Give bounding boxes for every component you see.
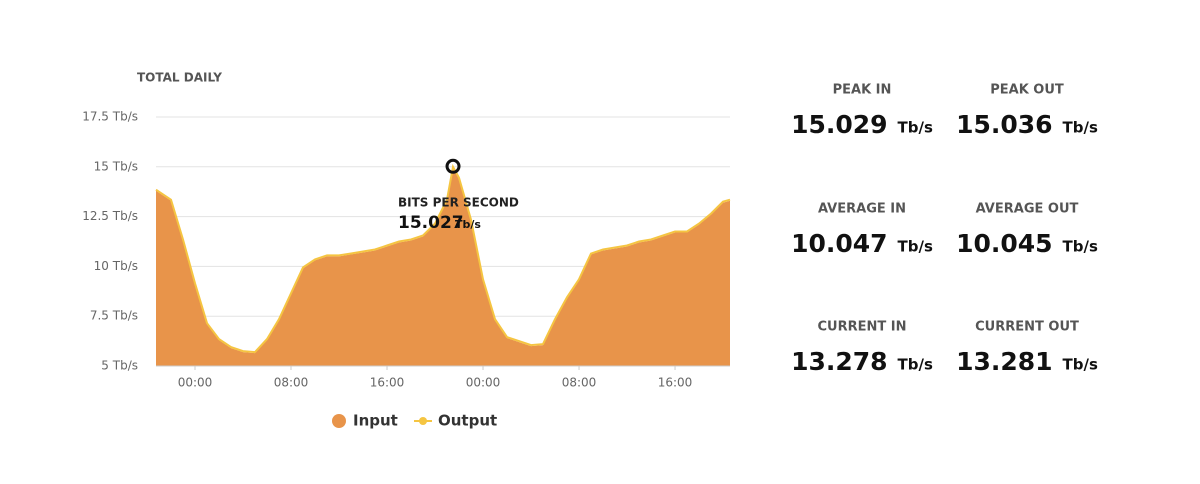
stat-value: 13.278 bbox=[791, 347, 887, 376]
y-tick-label: 5 Tb/s bbox=[101, 359, 138, 373]
stat-unit: Tb/s bbox=[898, 238, 933, 256]
x-tick-label: 08:00 bbox=[562, 376, 597, 390]
y-tick-label: 7.5 Tb/s bbox=[90, 309, 138, 323]
stat: 13.278 Tb/s bbox=[791, 347, 933, 376]
x-tick-label: 16:00 bbox=[370, 376, 405, 390]
stat-unit: Tb/s bbox=[1063, 238, 1098, 256]
chart-title: TOTAL DAILY bbox=[137, 71, 222, 85]
x-tick-label: 00:00 bbox=[178, 376, 213, 390]
stat: 15.036 Tb/s bbox=[956, 110, 1098, 139]
x-tick-label: 00:00 bbox=[466, 376, 501, 390]
stat: 15.029 Tb/s bbox=[791, 110, 933, 139]
y-tick-label: 12.5 Tb/s bbox=[82, 209, 138, 223]
stat-unit: Tb/s bbox=[898, 356, 933, 374]
line bbox=[155, 163, 731, 354]
x-tick-label: 16:00 bbox=[658, 376, 693, 390]
stat-label: CURRENT OUT bbox=[975, 320, 1079, 335]
stat-value: 15.036 bbox=[956, 110, 1052, 139]
y-tick-label: 15 Tb/s bbox=[94, 159, 138, 173]
stat-value: 13.281 bbox=[956, 347, 1052, 376]
tooltip-value: 15.027 bbox=[398, 213, 464, 233]
stat-value: 15.029 bbox=[791, 110, 887, 139]
legend-swatch bbox=[332, 414, 346, 428]
stat-label: PEAK OUT bbox=[990, 83, 1064, 98]
tooltip-unit: Tb/s bbox=[455, 218, 481, 231]
legend-swatch bbox=[419, 417, 427, 425]
stat-unit: Tb/s bbox=[1063, 119, 1098, 137]
stat-unit: Tb/s bbox=[1063, 356, 1098, 374]
stat-label: PEAK IN bbox=[833, 83, 892, 98]
stat-unit: Tb/s bbox=[898, 119, 933, 137]
stat-value: 10.047 bbox=[791, 229, 887, 258]
x-tick-label: 08:00 bbox=[274, 376, 309, 390]
tooltip-label: BITS PER SECOND bbox=[398, 196, 519, 210]
legend-label: Input bbox=[353, 412, 398, 430]
hover-point bbox=[445, 158, 461, 174]
stat: 10.047 Tb/s bbox=[791, 229, 933, 258]
stat: 13.281 Tb/s bbox=[956, 347, 1098, 376]
stat-value: 10.045 bbox=[956, 229, 1052, 258]
stat-label: AVERAGE OUT bbox=[976, 202, 1079, 217]
stat: 10.045 Tb/s bbox=[956, 229, 1098, 258]
y-tick-label: 10 Tb/s bbox=[94, 259, 138, 273]
legend-label: Output bbox=[438, 412, 497, 430]
stat-label: AVERAGE IN bbox=[818, 202, 906, 217]
y-tick-label: 17.5 Tb/s bbox=[82, 110, 138, 124]
stat-label: CURRENT IN bbox=[818, 320, 907, 335]
area bbox=[156, 168, 730, 366]
